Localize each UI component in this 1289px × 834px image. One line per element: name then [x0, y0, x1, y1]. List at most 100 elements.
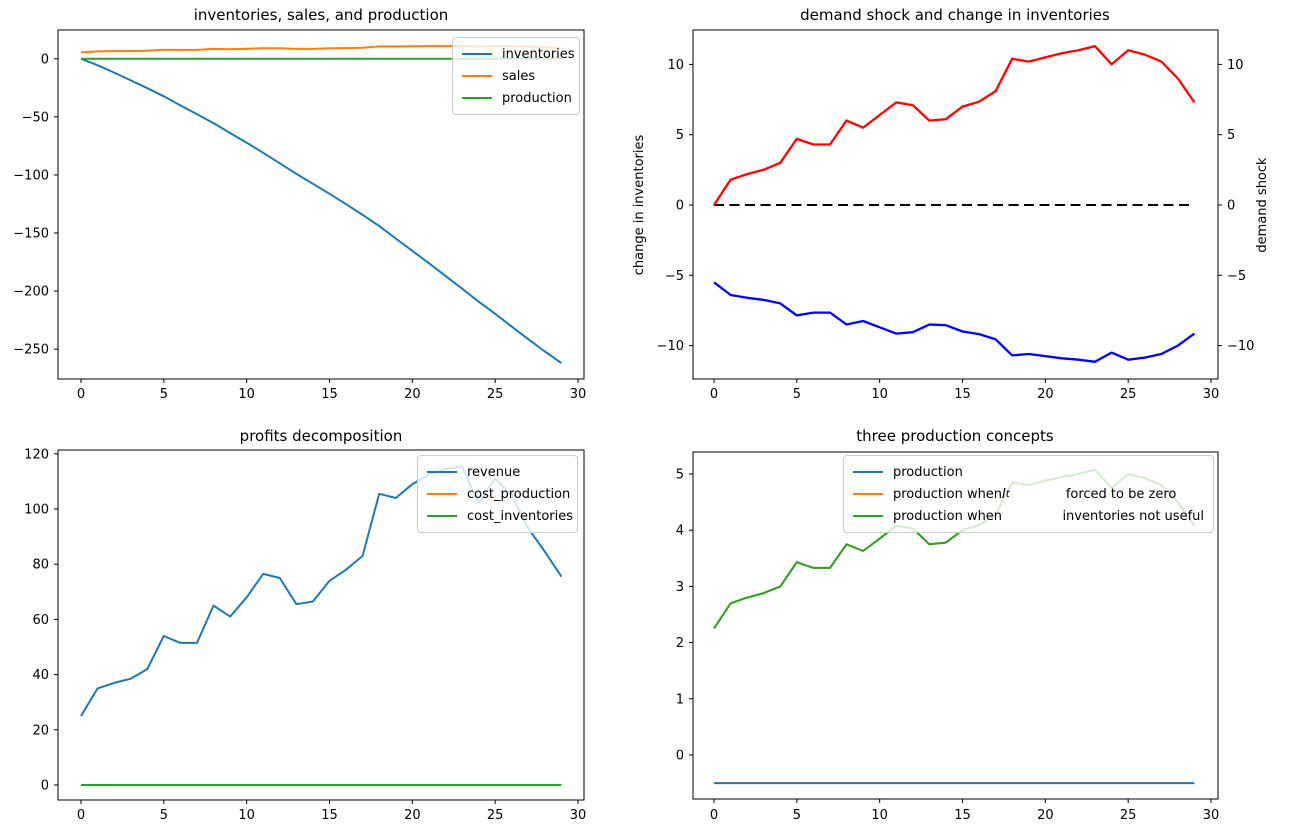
legend-swatch: [462, 74, 492, 78]
legend-label: production: [502, 90, 572, 106]
x-tick-label: 20: [1037, 808, 1054, 823]
chart-title: three production concepts: [856, 427, 1054, 445]
x-tick-label: 10: [238, 387, 255, 402]
legend-label: production when: [893, 486, 1003, 502]
series-line-demand-shock: [713, 44, 1196, 206]
y-tick-label: 5: [676, 128, 684, 143]
y-tick-label: 5: [676, 468, 684, 483]
y-tick-label: 2: [676, 636, 684, 651]
plot-area: [692, 451, 1219, 800]
x-tick-label: 25: [487, 808, 504, 823]
legend-swatch: [853, 492, 883, 496]
legend-label: inventories not useful: [1062, 508, 1204, 524]
x-tick-label: 5: [160, 808, 168, 823]
x-tick-label: 15: [954, 387, 971, 402]
x-tick-label: 0: [710, 387, 718, 402]
y-tick-label: 3: [676, 580, 684, 595]
y-tick-label: 0: [676, 749, 684, 764]
legend-entry: cost_production: [427, 483, 571, 505]
y-tick-label-right: 5: [1227, 128, 1235, 143]
legend-spacer: [1002, 516, 1062, 517]
y-tick-label: 40: [32, 668, 49, 683]
y-tick-label: 60: [32, 613, 49, 628]
legend-swatch: [427, 492, 457, 496]
x-tick-label: 5: [793, 808, 801, 823]
y-tick-label: −5: [665, 269, 684, 284]
x-tick-label: 25: [1120, 808, 1137, 823]
y-tick-label: −200: [13, 285, 49, 300]
y-tick-label: −250: [13, 343, 49, 358]
legend-swatch: [427, 470, 457, 474]
legend-entry: sales: [462, 65, 570, 87]
chart-tl: inventories, sales, and production 0 5 10 15…: [13, 6, 586, 402]
chart-bl: profits decomposition 0 5 10 15 20 25 30 0 20 40 60…: [24, 427, 586, 823]
x-tick-label: 10: [238, 808, 255, 823]
y-tick-label-right: 10: [1227, 58, 1244, 73]
legend-label: revenue: [467, 464, 521, 480]
legend-math-symbol: I: [1002, 486, 1006, 502]
legend-bl: revenue cost_production cost_inventories: [417, 455, 578, 533]
legend-spacer: [1010, 494, 1066, 495]
x-tick-label: 30: [570, 387, 587, 402]
x-tick-label: 25: [487, 387, 504, 402]
x-tick-label: 10: [871, 387, 888, 402]
x-tick-label: 5: [160, 387, 168, 402]
y-tick-label: −50: [22, 110, 49, 125]
chart-title: demand shock and change in inventories: [800, 6, 1110, 24]
y-tick-label: 20: [32, 723, 49, 738]
legend-entry: inventories: [462, 43, 575, 65]
legend-entry: production: [462, 87, 572, 109]
x-tick-label: 15: [954, 808, 971, 823]
x-tick-label: 10: [871, 808, 888, 823]
plot-area: [57, 449, 585, 801]
x-tick-label: 20: [1037, 387, 1054, 402]
y-tick-label-right: 0: [1227, 199, 1235, 214]
x-tick-label: 30: [1203, 808, 1220, 823]
legend-label: cost_inventories: [467, 508, 574, 524]
x-tick-label: 0: [77, 808, 85, 823]
y-tick-label: −150: [13, 227, 49, 242]
y-tick-label: −10: [657, 339, 684, 354]
legend-swatch: [462, 52, 492, 56]
chart-title: profits decomposition: [240, 427, 403, 445]
y-tick-label-right: −10: [1227, 339, 1254, 354]
chart-tr: demand shock and change in inventories 0 5…: [632, 6, 1270, 402]
legend-swatch: [427, 514, 457, 518]
x-tick-label: 20: [404, 387, 421, 402]
legend-swatch: [853, 470, 883, 474]
y-tick-label: 4: [676, 524, 684, 539]
y-tick-label: 10: [667, 58, 684, 73]
legend-label: production when: [893, 508, 1003, 524]
plot-area: [692, 29, 1219, 380]
y-tick-label: −100: [13, 168, 49, 183]
series-line-change-in-inventories: [713, 281, 1196, 363]
x-tick-label: 0: [710, 808, 718, 823]
legend-label: sales: [502, 68, 536, 84]
chart-title: inventories, sales, and production: [194, 6, 449, 24]
legend-entry: cost_inventories: [427, 505, 573, 527]
y-axis-label-left: change in inventories: [632, 135, 647, 276]
legend-swatch: [462, 96, 492, 100]
legend-label: cost_production: [467, 486, 571, 502]
y-axis-label-right: demand shock: [1255, 157, 1270, 253]
legend-tl: inventories sales production: [452, 37, 580, 115]
x-tick-label: 25: [1120, 387, 1137, 402]
x-tick-label: 20: [404, 808, 421, 823]
plot-area: [57, 29, 585, 380]
x-tick-label: 5: [793, 387, 801, 402]
legend-entry: production when inventories not useful: [853, 505, 1204, 527]
x-tick-label: 15: [321, 808, 338, 823]
legend-entry: production: [853, 461, 1204, 483]
y-tick-label-right: −5: [1227, 269, 1246, 284]
legend-math-subscript: t: [1005, 488, 1010, 500]
legend-label: production: [893, 464, 963, 480]
x-tick-label: 15: [321, 387, 338, 402]
legend-label: inventories: [502, 46, 575, 62]
x-tick-label: 0: [77, 387, 85, 402]
legend-entry: revenue: [427, 461, 568, 483]
y-tick-label: 120: [24, 447, 49, 462]
